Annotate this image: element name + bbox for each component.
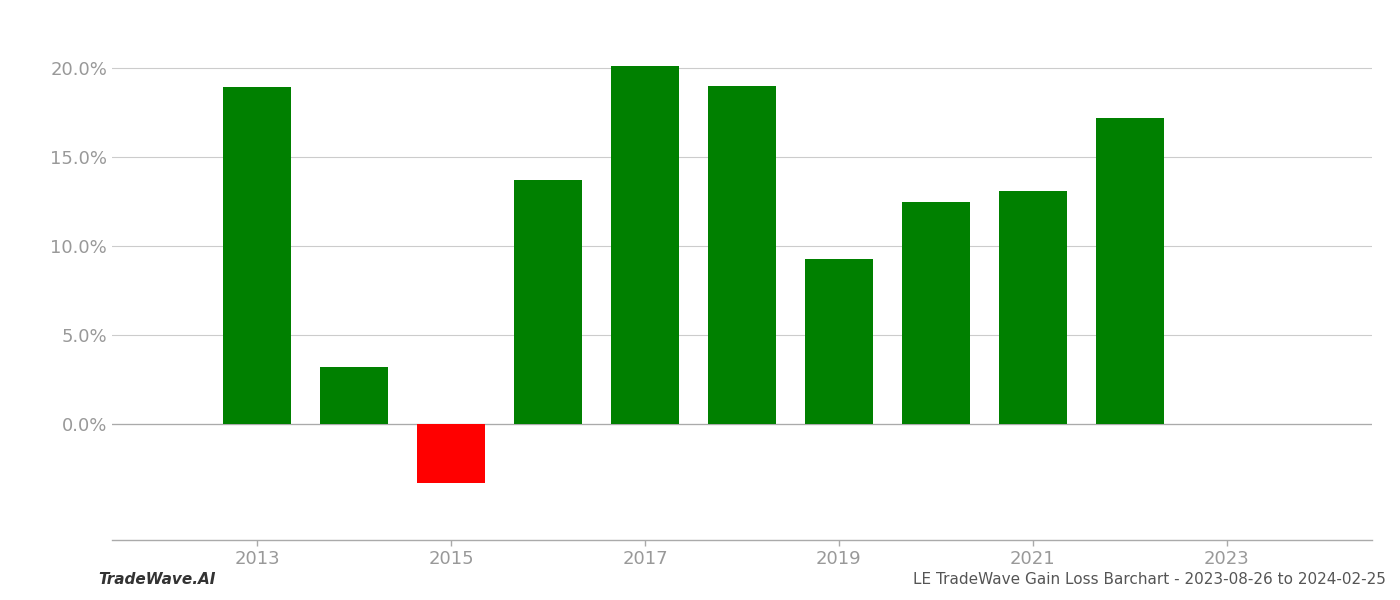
Bar: [321, 367, 388, 424]
Bar: [224, 88, 291, 424]
Bar: [1096, 118, 1163, 424]
Bar: [612, 66, 679, 424]
Text: LE TradeWave Gain Loss Barchart - 2023-08-26 to 2024-02-25: LE TradeWave Gain Loss Barchart - 2023-0…: [913, 572, 1386, 587]
Bar: [417, 424, 486, 483]
Bar: [805, 259, 872, 424]
Bar: [902, 202, 970, 424]
Bar: [708, 86, 776, 424]
Text: TradeWave.AI: TradeWave.AI: [98, 572, 216, 587]
Bar: [514, 180, 582, 424]
Bar: [998, 191, 1067, 424]
